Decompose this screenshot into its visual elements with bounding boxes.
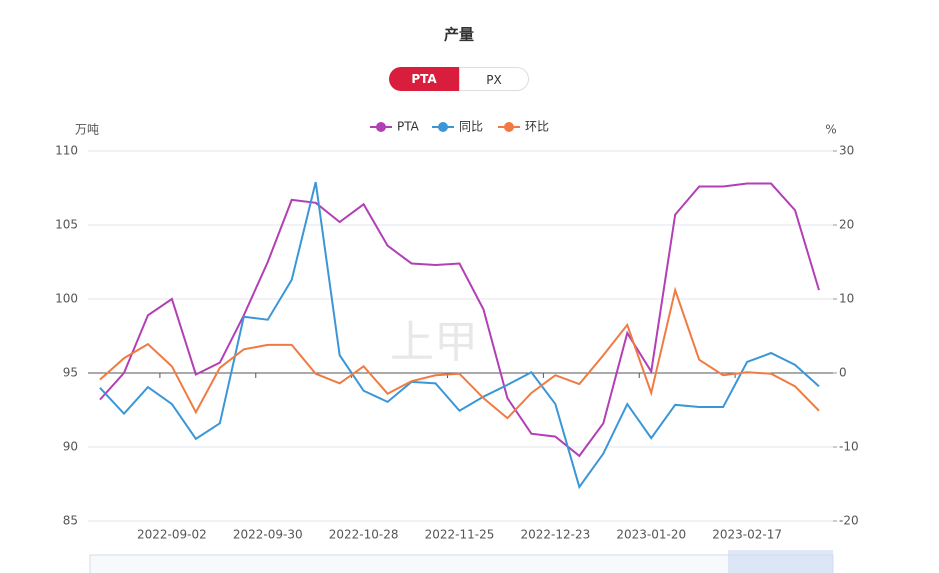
chart-title: 产量 — [444, 26, 474, 44]
y2-tick-label: -10 — [839, 440, 859, 454]
x-tick-label: 2023-01-20 — [616, 528, 686, 542]
y2-tick-label: 30 — [839, 144, 854, 158]
tab-px[interactable]: PX — [459, 67, 529, 91]
y2-tick-label: 0 — [839, 366, 847, 380]
legend-label: PTA — [397, 120, 420, 134]
legend-marker — [376, 122, 386, 132]
zoom-slider[interactable] — [89, 554, 834, 573]
x-tick-label: 2022-11-25 — [425, 528, 495, 542]
x-tick-label: 2022-09-02 — [137, 528, 207, 542]
y2-tick-label: -20 — [839, 514, 859, 528]
series-line — [99, 182, 820, 458]
series-line — [99, 181, 820, 490]
y2-tick-label: 10 — [839, 292, 854, 306]
series-line — [99, 286, 820, 420]
y-tick-label: 110 — [55, 144, 78, 158]
y-tick-label: 100 — [55, 292, 78, 306]
tab-pta[interactable]: PTA — [389, 67, 459, 91]
x-tick-label: 2022-12-23 — [520, 528, 590, 542]
legend-marker — [438, 122, 448, 132]
y-tick-label: 105 — [55, 218, 78, 232]
watermark: 上甲 — [390, 317, 478, 368]
legend-label: 环比 — [525, 120, 549, 134]
y-tick-label: 95 — [63, 366, 78, 380]
y-axis-label: 万吨 — [75, 123, 99, 137]
y2-axis-label: % — [825, 123, 836, 137]
legend-label: 同比 — [459, 120, 483, 134]
zoom-window[interactable] — [728, 550, 833, 573]
y2-tick-label: 20 — [839, 218, 854, 232]
x-tick-label: 2023-02-17 — [712, 528, 782, 542]
y-tick-label: 90 — [63, 440, 78, 454]
x-tick-label: 2022-10-28 — [329, 528, 399, 542]
x-tick-label: 2022-09-30 — [233, 528, 303, 542]
y-tick-label: 85 — [63, 514, 78, 528]
legend-marker — [504, 122, 514, 132]
